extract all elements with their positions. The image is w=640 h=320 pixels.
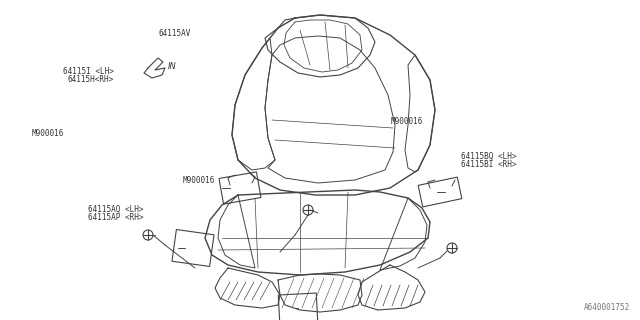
Text: 64115AP <RH>: 64115AP <RH> [88, 213, 144, 222]
Polygon shape [172, 229, 214, 267]
Text: 64115AV: 64115AV [158, 29, 191, 38]
Text: M900016: M900016 [390, 117, 423, 126]
Text: IN: IN [168, 61, 177, 70]
Polygon shape [219, 172, 261, 204]
Text: 64115AQ <LH>: 64115AQ <LH> [88, 205, 144, 214]
Text: M900016: M900016 [182, 176, 215, 185]
Text: 64115H<RH>: 64115H<RH> [68, 75, 114, 84]
Text: 64115BQ <LH>: 64115BQ <LH> [461, 152, 516, 161]
Text: M900016: M900016 [31, 129, 64, 138]
Text: 64115BI <RH>: 64115BI <RH> [461, 160, 516, 169]
Text: 64115I <LH>: 64115I <LH> [63, 67, 114, 76]
Text: A640001752: A640001752 [584, 303, 630, 312]
Polygon shape [278, 293, 317, 320]
Polygon shape [418, 177, 462, 207]
